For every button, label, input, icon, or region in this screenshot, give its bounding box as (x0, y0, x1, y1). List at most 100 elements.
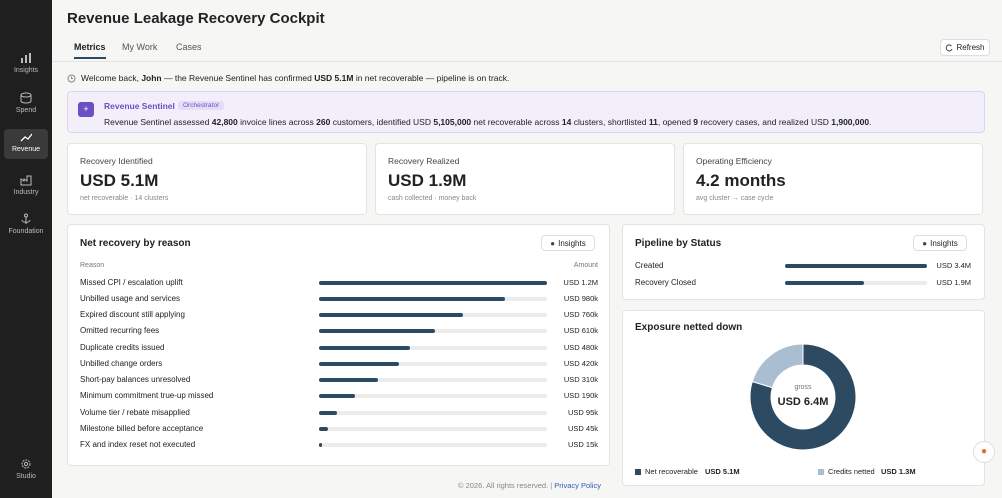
assistant-button[interactable]: ● (973, 441, 995, 463)
welcome-message: Welcome back, John — the Revenue Sentine… (81, 73, 509, 83)
nav-foundation[interactable]: Foundation (4, 211, 48, 241)
text-segment: 5,105,000 (433, 117, 472, 127)
exposure-card (622, 310, 985, 486)
text-segment: 14 (561, 117, 572, 127)
legend-swatch (635, 469, 641, 475)
text-segment: 260 (316, 117, 331, 127)
center-value: USD 6.4M (778, 396, 829, 408)
bar (319, 296, 506, 301)
text-segment: Revenue Sentinel assessed (104, 117, 212, 127)
donut-slice (751, 343, 804, 389)
bar (319, 280, 547, 285)
legend-value: USD 5.1M (705, 467, 740, 476)
row-label: Volume tier / rebate misapplied (80, 407, 190, 417)
nav-label: Spend (15, 107, 37, 114)
amount-label: USD 310k (563, 375, 598, 384)
button-label: Insights (930, 238, 958, 248)
text-segment: in net recoverable — pipeline is on trac… (353, 73, 510, 83)
text-segment: clusters, shortlisted (571, 117, 649, 127)
bar (319, 329, 435, 334)
privacy-link[interactable]: Privacy Policy (554, 481, 601, 490)
row-label: Short-pay balances unresolved (80, 375, 191, 384)
sentinel-badge: Orchestrator (178, 101, 225, 110)
nav-insights[interactable]: Insights (4, 50, 48, 80)
insights-button[interactable]: ● Insights (913, 235, 967, 251)
bar-track (319, 378, 547, 382)
text-segment: USD 5.1M (314, 73, 354, 83)
row-label: Omitted recurring fees (80, 326, 160, 336)
text-segment: Welcome back, (81, 73, 142, 83)
tab[interactable]: Cases (176, 42, 202, 52)
bar (785, 280, 865, 285)
page-title: Revenue Leakage Recovery Cockpit (67, 10, 325, 27)
nav-studio[interactable]: Studio (4, 456, 48, 486)
text-segment: 9 (693, 117, 699, 127)
bar-track (319, 361, 547, 366)
bar-track (319, 426, 547, 431)
footer: © 2026. All rights reserved. | Privacy P… (458, 481, 601, 490)
nav-label: Studio (16, 473, 36, 480)
kpi-note: avg cluster → case cycle (696, 195, 774, 202)
text-segment: 11 (648, 117, 658, 127)
text-segment: — the Revenue Sentinel has confirmed (161, 73, 315, 83)
bar-track (319, 394, 547, 399)
legend-name: Net recoverable (645, 467, 698, 476)
amount-label: USD 15k (567, 440, 598, 449)
bar-track (319, 345, 547, 350)
sentinel-message: Revenue Sentinel assessed 42,800 invoice… (104, 117, 871, 127)
row-label: Expired discount still applying (80, 310, 185, 319)
insights-button[interactable]: ● Insights (541, 235, 595, 251)
amount-label: USD 190k (563, 391, 598, 401)
row-label: Unbilled change orders (80, 358, 163, 368)
text-segment: invoice lines across (237, 117, 317, 127)
nav-industry[interactable]: Industry (4, 172, 48, 202)
amount-label: USD 610k (563, 326, 598, 336)
amount-label: USD 1.2M (563, 277, 598, 287)
card-title: Pipeline by Status (635, 238, 722, 249)
row-label: Milestone billed before acceptance (80, 423, 204, 433)
column-header: Amount (573, 262, 598, 269)
kpi-value: USD 1.9M (388, 171, 467, 190)
tab-active[interactable]: Metrics (74, 42, 106, 59)
center-label: gross (794, 384, 812, 391)
row-label: Recovery Closed (635, 277, 696, 287)
tab[interactable]: My Work (122, 42, 158, 52)
kpi-note: cash collected · money back (388, 195, 477, 202)
nav-spend[interactable]: Spend (4, 90, 48, 120)
kpi-value: USD 5.1M (80, 171, 159, 190)
text-segment: John (141, 73, 162, 83)
text-segment: . (869, 117, 872, 127)
kpi-label: Recovery Realized (388, 156, 460, 166)
amount-label: USD 420k (563, 358, 598, 368)
sentinel-banner (67, 91, 985, 133)
row-label: Minimum commitment true-up missed (80, 391, 214, 401)
bar-track (319, 443, 547, 447)
kpi-card (683, 143, 983, 215)
card-title: Net recovery by reason (80, 238, 191, 249)
row-label: FX and index reset not executed (80, 440, 196, 449)
row-label: Missed CPI / escalation uplift (80, 277, 183, 287)
clock-icon (67, 74, 76, 83)
bar (319, 426, 328, 431)
legend-swatch (818, 469, 824, 475)
kpi-label: Operating Efficiency (696, 156, 772, 166)
bar (785, 264, 927, 268)
sentinel-icon: + (78, 102, 94, 117)
amount-label: USD 95k (567, 407, 598, 417)
amount-label: USD 480k (563, 342, 598, 352)
bar (319, 313, 464, 317)
refresh-button[interactable]: Refresh (940, 39, 990, 56)
bar (319, 443, 322, 447)
bar (319, 394, 356, 399)
text-segment: , opened (657, 117, 694, 127)
text-segment: 42,800 (211, 117, 238, 127)
nav-revenue[interactable]: Revenue (4, 129, 48, 159)
bar (319, 345, 411, 350)
row-label: Duplicate credits issued (80, 342, 165, 352)
bar-track (319, 410, 547, 415)
nav-label: Foundation (8, 228, 44, 235)
legend-name: Credits netted (828, 467, 875, 476)
kpi-value: 4.2 months (696, 171, 786, 190)
button-label: Refresh (956, 43, 985, 52)
